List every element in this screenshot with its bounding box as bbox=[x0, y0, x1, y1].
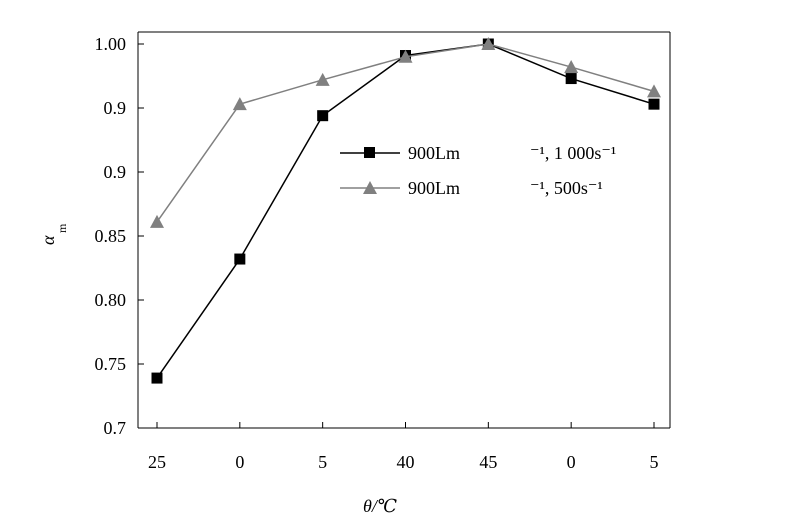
chart-axes bbox=[137, 31, 671, 429]
y-ticks: 0.7 0.75 0.80 0.85 0.9 0.9 1.00 bbox=[95, 34, 144, 438]
series-line-1 bbox=[156, 43, 655, 379]
data-point-square bbox=[565, 73, 577, 85]
data-point-triangle bbox=[647, 84, 661, 98]
y-tick-label: 0.9 bbox=[104, 98, 127, 118]
legend-label-2: 900Lm bbox=[408, 178, 460, 198]
x-tick-label: 5 bbox=[318, 452, 327, 472]
data-point-square bbox=[234, 253, 246, 265]
y-tick-label: 0.85 bbox=[95, 226, 127, 246]
legend-label-1: 900Lm bbox=[408, 143, 460, 163]
data-point-triangle bbox=[315, 72, 330, 86]
legend: 900Lm ⁻¹, 1 000s⁻¹ 900Lm ⁻¹, 500s⁻¹ bbox=[340, 143, 616, 198]
data-point-triangle bbox=[232, 97, 247, 111]
y-axis-title-subscript: m bbox=[55, 223, 69, 233]
legend-marker-1 bbox=[364, 147, 375, 158]
x-axis-title: θ/℃ bbox=[363, 496, 397, 516]
x-tick-label: 0 bbox=[567, 452, 576, 472]
data-point-triangle bbox=[398, 49, 413, 63]
legend-suffix-2: ⁻¹, 500s⁻¹ bbox=[530, 178, 603, 198]
x-tick-label: 5 bbox=[650, 452, 659, 472]
data-point-triangle bbox=[150, 214, 164, 228]
y-tick-label: 1.00 bbox=[95, 34, 127, 54]
y-tick-label: 0.7 bbox=[104, 418, 127, 438]
y-tick-label: 0.9 bbox=[104, 162, 127, 182]
data-point-square bbox=[151, 372, 163, 384]
y-axis-title: α bbox=[38, 235, 58, 245]
x-tick-label: 45 bbox=[479, 452, 497, 472]
y-tick-label: 0.75 bbox=[95, 354, 127, 374]
y-tick-label: 0.80 bbox=[95, 290, 127, 310]
data-point-square bbox=[648, 98, 660, 110]
data-point-triangle bbox=[564, 60, 579, 74]
x-tick-label: 40 bbox=[397, 452, 415, 472]
data-point-square bbox=[317, 110, 329, 122]
data-point-triangle bbox=[481, 37, 496, 50]
x-ticks: 25 0 5 40 45 0 5 bbox=[148, 422, 659, 472]
legend-marker-2 bbox=[363, 181, 377, 194]
x-tick-label: 25 bbox=[148, 452, 166, 472]
series-group bbox=[150, 37, 661, 384]
legend-suffix-1: ⁻¹, 1 000s⁻¹ bbox=[530, 143, 616, 163]
x-tick-label: 0 bbox=[235, 452, 244, 472]
